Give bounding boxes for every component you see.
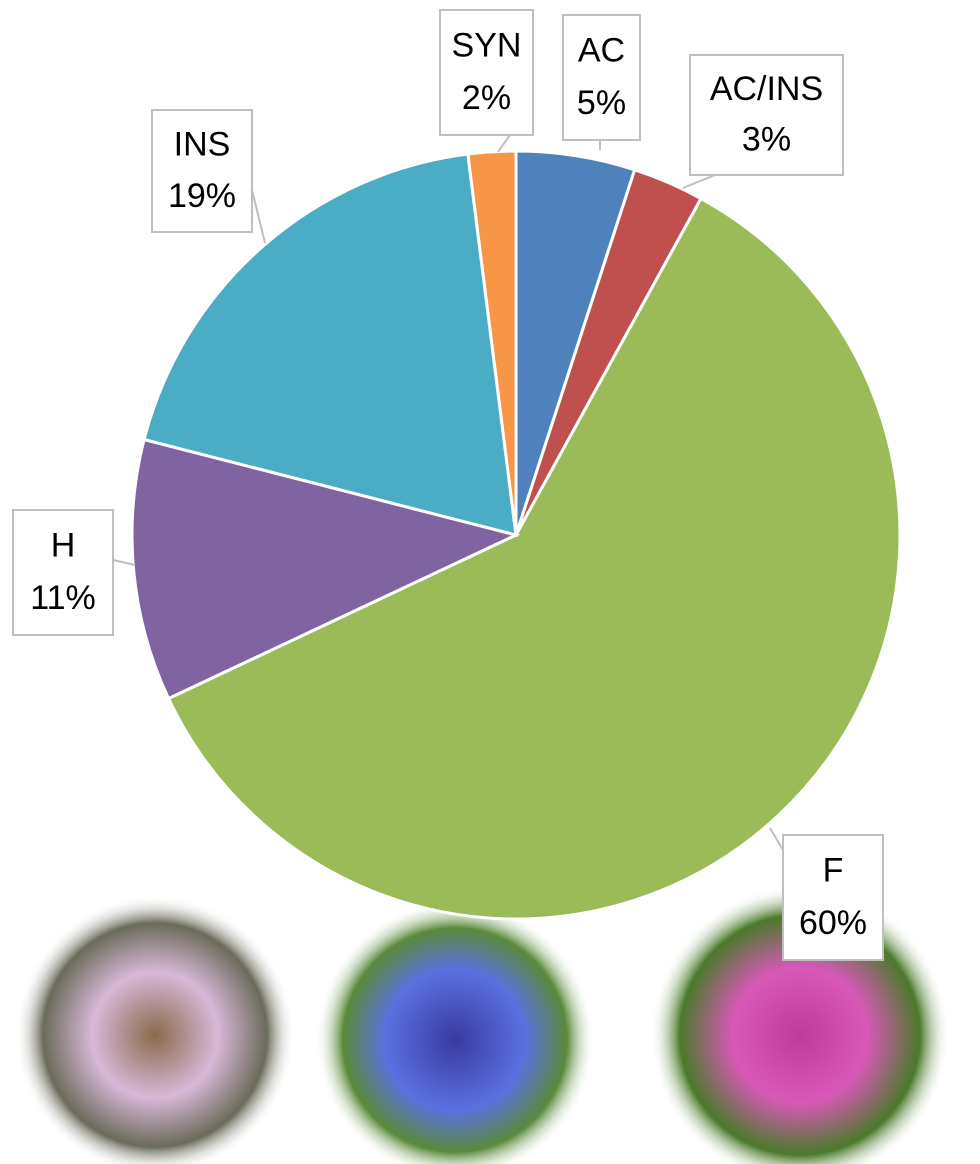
leader-line	[497, 134, 511, 153]
label-box	[689, 54, 844, 176]
pie-slice	[466, 149, 518, 536]
slice-name: SYN	[452, 26, 522, 64]
label-box	[782, 834, 884, 961]
label-box	[562, 14, 641, 141]
slice-value: 2%	[462, 79, 511, 117]
slice-value: 5%	[577, 84, 626, 122]
pie-slice	[142, 152, 518, 538]
slice-name: F	[823, 851, 844, 889]
label-box	[439, 9, 534, 136]
leader-line	[251, 189, 266, 244]
slice-name: INS	[174, 126, 231, 164]
pie-slice	[166, 196, 902, 921]
label-box	[12, 509, 114, 636]
leader-line	[682, 174, 716, 189]
slice-value: 3%	[742, 120, 791, 158]
slice-name: AC/INS	[710, 70, 823, 108]
photo-bramble	[15, 895, 295, 1164]
pie-slice	[130, 437, 521, 701]
label-box	[151, 109, 253, 233]
photo-cornflower	[315, 900, 595, 1164]
slice-value: 60%	[799, 904, 867, 942]
slice-value: 19%	[168, 177, 236, 215]
slice-value: 11%	[30, 579, 96, 617]
slice-name: AC	[578, 31, 625, 69]
leader-line	[769, 827, 784, 851]
slice-name: H	[51, 526, 76, 564]
leader-line	[112, 559, 136, 566]
